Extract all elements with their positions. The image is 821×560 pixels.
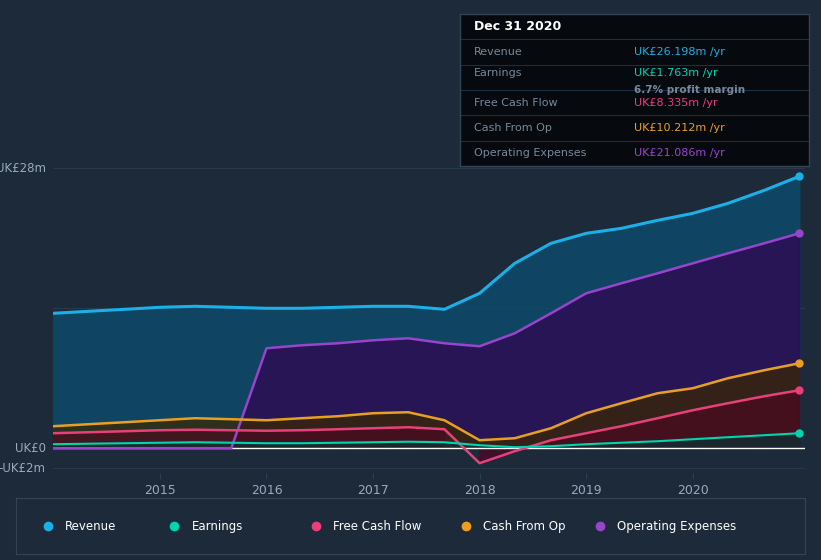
Text: Free Cash Flow: Free Cash Flow [474,97,557,108]
Text: Operating Expenses: Operating Expenses [617,520,736,533]
Text: UK£10.212m /yr: UK£10.212m /yr [635,123,725,133]
Text: Revenue: Revenue [66,520,117,533]
Text: UK£8.335m /yr: UK£8.335m /yr [635,97,718,108]
Text: Dec 31 2020: Dec 31 2020 [474,20,561,33]
Text: 6.7% profit margin: 6.7% profit margin [635,85,745,95]
Text: UK£0: UK£0 [15,442,46,455]
Text: Earnings: Earnings [474,68,522,78]
Text: Cash From Op: Cash From Op [474,123,552,133]
Text: Free Cash Flow: Free Cash Flow [333,520,422,533]
Text: Revenue: Revenue [474,48,522,57]
Text: UK£28m: UK£28m [0,162,46,175]
Text: Operating Expenses: Operating Expenses [474,148,586,158]
Text: UK£26.198m /yr: UK£26.198m /yr [635,48,725,57]
Text: UK£1.763m /yr: UK£1.763m /yr [635,68,718,78]
Text: -UK£2m: -UK£2m [0,461,46,475]
Text: UK£21.086m /yr: UK£21.086m /yr [635,148,725,158]
Text: Earnings: Earnings [191,520,243,533]
Text: Cash From Op: Cash From Op [483,520,566,533]
